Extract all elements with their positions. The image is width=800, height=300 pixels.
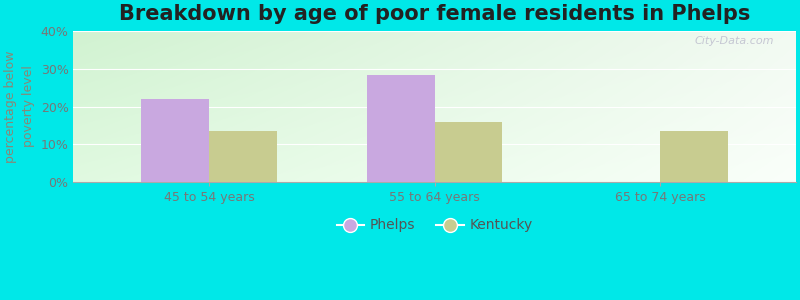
Bar	[141, 99, 209, 182]
Bar	[209, 131, 277, 182]
Legend: Phelps, Kentucky: Phelps, Kentucky	[331, 213, 538, 238]
Bar	[434, 122, 502, 182]
Y-axis label: percentage below
poverty level: percentage below poverty level	[4, 50, 35, 163]
Text: City-Data.com: City-Data.com	[694, 36, 774, 46]
Bar	[367, 74, 434, 182]
Title: Breakdown by age of poor female residents in Phelps: Breakdown by age of poor female resident…	[119, 4, 750, 24]
Bar	[660, 131, 728, 182]
